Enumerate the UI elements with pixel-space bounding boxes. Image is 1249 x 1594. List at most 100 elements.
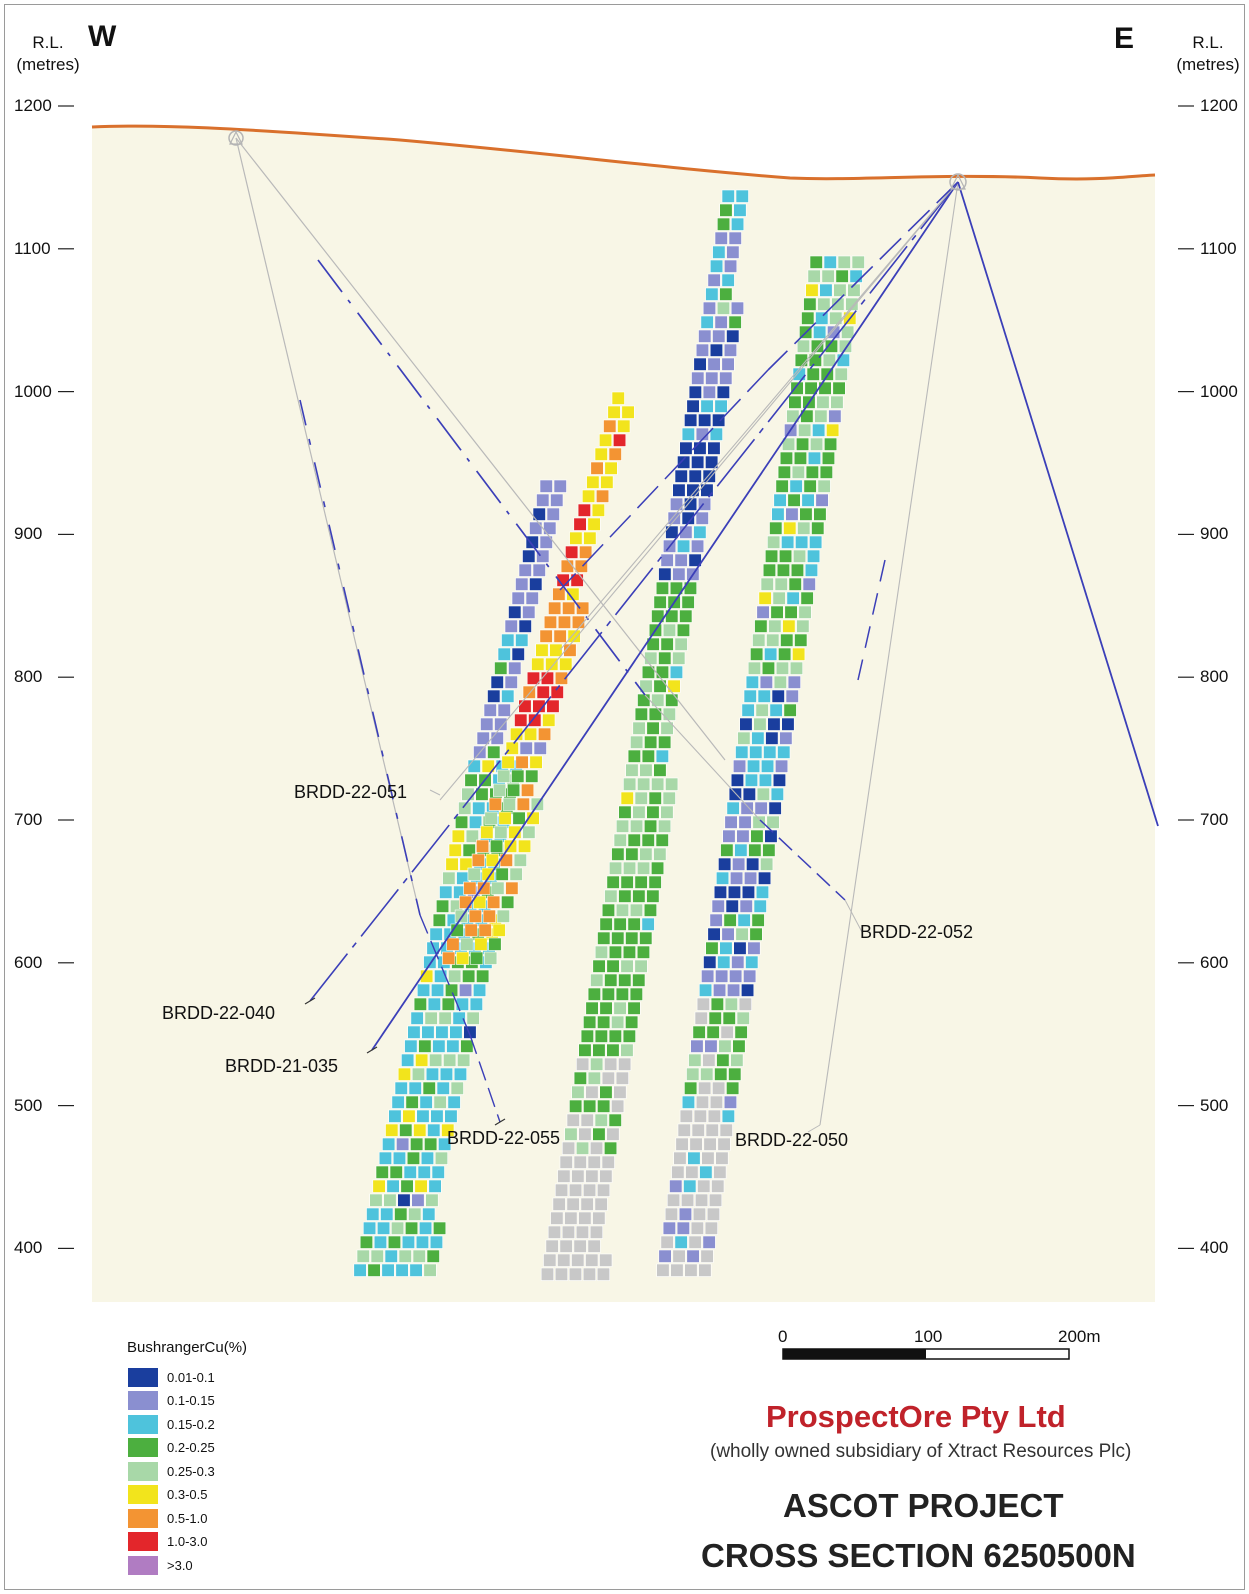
grade-block <box>536 549 550 563</box>
grade-block <box>522 549 536 563</box>
grade-block <box>688 385 702 399</box>
grade-block <box>709 259 724 273</box>
grade-block <box>752 633 766 647</box>
grade-block <box>714 231 728 245</box>
grade-block <box>726 801 740 815</box>
grade-block <box>417 1165 431 1179</box>
grade-block <box>772 773 787 787</box>
grade-block <box>743 871 758 885</box>
grade-block <box>688 1053 702 1067</box>
grade-block <box>390 1221 405 1235</box>
grade-block <box>606 1043 620 1057</box>
grade-block <box>451 829 465 843</box>
grade-block <box>511 769 525 783</box>
grade-block <box>484 951 498 965</box>
grade-block <box>426 1249 440 1263</box>
grade-block <box>472 801 486 815</box>
grade-block <box>597 1099 611 1113</box>
grade-block <box>699 1165 713 1179</box>
grade-block <box>804 563 819 577</box>
grade-block <box>657 819 672 833</box>
scale-label-100: 100 <box>914 1327 943 1346</box>
right-axis-label: R.L. (metres) <box>1172 32 1244 76</box>
grade-block <box>413 1123 427 1137</box>
grade-block <box>712 983 727 997</box>
grade-block <box>686 399 700 413</box>
grade-block <box>476 731 490 745</box>
grade-block <box>710 997 724 1011</box>
grade-block <box>773 675 787 689</box>
grade-block <box>550 493 564 507</box>
grade-block <box>473 895 487 909</box>
grade-block <box>629 987 643 1001</box>
grade-block <box>676 539 691 553</box>
grade-block <box>362 1221 377 1235</box>
grade-block <box>420 1151 435 1165</box>
grade-block <box>757 871 772 885</box>
grade-block <box>674 553 688 567</box>
grade-block <box>747 661 762 675</box>
grade-block <box>693 357 707 371</box>
grade-block <box>707 441 721 455</box>
legend-label: 0.25-0.3 <box>167 1463 215 1479</box>
grade-block <box>557 1169 571 1183</box>
grade-block <box>613 833 627 847</box>
rl-tick-label-left: 1200 <box>14 96 52 115</box>
grade-block <box>560 559 574 573</box>
scale-label-0: 0 <box>778 1327 788 1346</box>
grade-block <box>607 405 621 419</box>
grade-block <box>356 1249 370 1263</box>
rl-tick-label-left: 1100 <box>14 238 51 258</box>
grade-block <box>735 189 749 203</box>
grade-block <box>559 1239 573 1253</box>
rl-tick-label-right: 1100 <box>1200 238 1237 258</box>
grade-block <box>775 479 789 493</box>
grade-block <box>718 1039 732 1053</box>
grade-block <box>700 399 714 413</box>
grade-block <box>621 405 635 419</box>
legend-item: 0.2-0.25 <box>128 1437 215 1459</box>
grade-block <box>409 1263 423 1277</box>
grade-block <box>391 1095 405 1109</box>
grade-block <box>618 1057 632 1071</box>
grade-block <box>719 287 733 301</box>
rl-tick-label-right: 400 <box>1200 1238 1229 1258</box>
grade-block <box>789 661 804 675</box>
grade-block <box>625 763 639 777</box>
grade-block <box>587 1155 601 1169</box>
grade-block <box>488 937 502 951</box>
grade-block <box>545 657 559 671</box>
grade-block <box>487 745 501 759</box>
grade-block <box>585 1001 599 1015</box>
grade-block <box>721 357 735 371</box>
grade-block <box>464 923 478 937</box>
grade-block <box>404 1039 418 1053</box>
grade-block <box>697 1179 711 1193</box>
grade-block <box>387 1235 402 1249</box>
grade-block <box>615 819 630 833</box>
grade-block <box>399 1123 413 1137</box>
grade-block <box>639 931 653 945</box>
grade-block <box>701 969 715 983</box>
grade-block <box>803 297 817 311</box>
grade-block <box>460 1039 474 1053</box>
grade-block <box>784 605 798 619</box>
grade-block <box>557 1253 571 1267</box>
grade-block <box>423 1263 437 1277</box>
grade-block <box>525 769 539 783</box>
grade-block <box>716 1053 730 1067</box>
grade-block <box>706 1207 721 1221</box>
grade-block <box>837 255 851 269</box>
grade-block <box>779 731 793 745</box>
grade-block <box>830 395 844 409</box>
grade-block <box>714 315 728 329</box>
grade-block <box>726 983 741 997</box>
grade-block <box>433 1095 447 1109</box>
grade-block <box>782 619 796 633</box>
grade-block <box>581 489 596 503</box>
grade-block <box>378 1151 393 1165</box>
grade-block <box>658 651 672 665</box>
grade-block <box>575 1225 590 1239</box>
grade-block <box>525 591 539 605</box>
drill-trace-brdd-21-035 <box>371 181 959 1051</box>
